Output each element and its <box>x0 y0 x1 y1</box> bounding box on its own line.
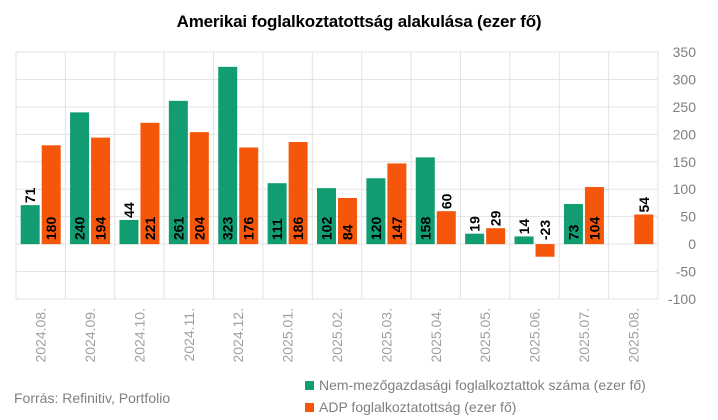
bar-adp <box>239 147 259 245</box>
y-tick-label: 150 <box>673 154 697 170</box>
data-label: 147 <box>389 217 405 241</box>
data-label: 120 <box>368 217 384 241</box>
y-tick-label: 0 <box>688 236 696 252</box>
x-tick-label: 2025.01. <box>280 308 296 363</box>
bar-nonfarm <box>267 183 287 245</box>
bar-nonfarm <box>465 233 485 245</box>
data-label: 186 <box>290 217 306 241</box>
bar-nonfarm <box>415 157 435 245</box>
data-label: 194 <box>93 217 109 241</box>
data-label: 84 <box>340 224 356 240</box>
data-label: 44 <box>121 202 137 218</box>
data-label: 73 <box>565 224 581 240</box>
y-tick-label: 50 <box>680 209 696 225</box>
bar-adp <box>288 142 308 245</box>
data-label: 221 <box>142 217 158 241</box>
x-tick-label: 2025.07. <box>576 308 592 363</box>
legend-swatch-adp <box>305 402 314 412</box>
bar-nonfarm <box>168 100 188 245</box>
data-label: 111 <box>269 218 285 240</box>
bar-nonfarm <box>20 205 40 245</box>
bar-adp <box>189 132 209 245</box>
data-label: 54 <box>636 197 652 213</box>
source-note: Forrás: Refinitiv, Portfolio <box>14 390 171 406</box>
bar-adp <box>486 228 506 245</box>
data-label: 323 <box>220 217 236 241</box>
y-tick-label: 200 <box>673 126 697 142</box>
legend-item-adp: ADP foglalkoztatottság (ezer fő) <box>305 399 516 415</box>
bar-adp <box>584 187 604 245</box>
bar-adp <box>535 244 555 257</box>
data-label: 71 <box>22 187 38 203</box>
x-tick-label: 2025.08. <box>625 308 641 363</box>
legend-label-adp: ADP foglalkoztatottság (ezer fő) <box>319 399 517 415</box>
bar-nonfarm <box>366 178 386 245</box>
data-label: 60 <box>438 193 454 209</box>
y-tick-label: 300 <box>673 71 697 87</box>
y-tick-label: 100 <box>673 181 697 197</box>
data-label: 261 <box>170 217 186 241</box>
bar-nonfarm <box>119 219 139 245</box>
x-tick-label: 2024.11. <box>181 308 197 361</box>
data-label: 176 <box>241 217 257 241</box>
x-tick-label: 2025.02. <box>329 308 345 363</box>
x-tick-label: 2024.10. <box>131 308 147 363</box>
y-tick-label: -50 <box>676 264 696 280</box>
x-tick-label: 2025.04. <box>428 308 444 363</box>
legend-label-nonfarm: Nem-mezőgazdasági foglalkoztattok száma … <box>319 377 646 393</box>
data-label: 14 <box>516 219 532 235</box>
bar-adp <box>387 163 407 245</box>
data-label: 158 <box>417 217 433 241</box>
y-tick-label: 250 <box>673 99 697 115</box>
data-label: 19 <box>467 216 483 232</box>
x-tick-label: 2024.12. <box>230 308 246 363</box>
x-tick-label: 2025.06. <box>527 308 543 363</box>
data-label: 102 <box>319 217 335 241</box>
data-label: 29 <box>488 210 504 226</box>
data-label: 180 <box>43 217 59 241</box>
bar-nonfarm <box>514 236 534 245</box>
data-label: 104 <box>586 217 602 241</box>
chart-title: Amerikai foglalkoztatottság alakulása (e… <box>176 12 542 31</box>
y-tick-label: -100 <box>668 291 696 307</box>
bar-adp <box>41 145 61 245</box>
bar-nonfarm <box>563 204 583 245</box>
legend-swatch-nonfarm <box>305 380 314 390</box>
bar-adp <box>436 211 456 245</box>
data-label: 204 <box>191 217 207 241</box>
bar-nonfarm <box>70 112 90 245</box>
bar-nonfarm <box>218 66 238 245</box>
bar-adp <box>338 198 357 245</box>
data-label: 240 <box>72 217 88 241</box>
bar-nonfarm <box>317 188 336 245</box>
x-tick-label: 2025.05. <box>477 308 493 363</box>
legend-item-nonfarm: Nem-mezőgazdasági foglalkoztattok száma … <box>305 377 646 393</box>
x-tick-label: 2025.03. <box>378 308 394 363</box>
bar-adp <box>634 214 654 245</box>
data-label: -23 <box>537 220 553 240</box>
bar-adp <box>140 122 160 245</box>
x-tick-label: 2024.09. <box>82 308 98 363</box>
bar-adp <box>91 137 111 245</box>
y-tick-label: 350 <box>673 44 697 60</box>
x-tick-label: 2024.08. <box>33 308 49 363</box>
